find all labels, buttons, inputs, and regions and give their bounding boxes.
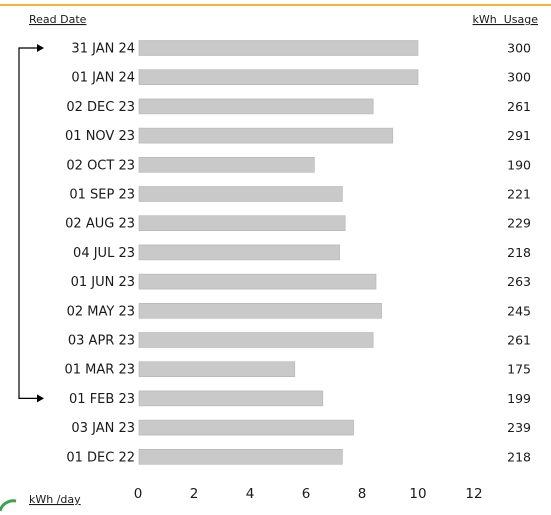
read-date-label: 01 JAN 24 [71, 71, 135, 86]
arrow-right-icon [37, 44, 44, 52]
bar-03-apr-23 [138, 332, 374, 348]
read-date-label: 02 MAY 23 [67, 304, 135, 319]
bar-02-dec-23 [138, 98, 374, 115]
kwh-usage-value: 263 [507, 274, 531, 289]
read-date-header: Read Date [29, 13, 87, 26]
read-date-label: 01 SEP 23 [69, 188, 135, 203]
read-date-label: 01 FEB 23 [69, 392, 135, 407]
kwh-usage-header: kWh Usage [473, 13, 539, 26]
read-date-label: 01 DEC 22 [66, 450, 135, 465]
bar-01-dec-22 [138, 448, 343, 465]
bar-01-jun-23 [138, 273, 377, 290]
bar-04-jul-23 [138, 244, 340, 261]
read-date-label: 03 JAN 23 [71, 421, 135, 436]
bar-02-aug-23 [138, 215, 346, 231]
kwh-usage-value: 229 [507, 216, 531, 231]
kwh-usage-value: 300 [507, 70, 531, 85]
read-date-label: 03 APR 23 [68, 334, 135, 349]
period-bracket [18, 44, 44, 403]
kwh-usage-value: 175 [507, 362, 531, 377]
x-tick-label: 4 [246, 486, 255, 502]
read-date-label: 01 NOV 23 [65, 129, 135, 144]
kwh-usage-value: 221 [507, 187, 531, 202]
x-tick-label: 2 [190, 486, 199, 502]
kwh-usage-value: 291 [507, 128, 531, 143]
bar-01-sep-23 [138, 186, 343, 202]
bar-03-jan-23 [138, 419, 354, 436]
bar-01-jan-24 [138, 69, 419, 85]
bar-01-nov-23 [138, 127, 394, 144]
read-date-label: 02 DEC 23 [66, 100, 135, 115]
read-date-label: 04 JUL 23 [73, 246, 135, 261]
bar-02-oct-23 [138, 157, 315, 173]
read-date-label: 01 MAR 23 [65, 363, 136, 378]
x-tick-label: 8 [358, 486, 367, 502]
kwh-usage-value: 245 [507, 303, 531, 318]
read-date-label: 02 AUG 23 [65, 217, 135, 232]
kwh-usage-value: 239 [507, 420, 531, 435]
date-labels-layer: 31 JAN 24 01 JAN 24 02 DEC 23 01 NOV 23 02 O… [65, 42, 136, 466]
read-date-label: 02 OCT 23 [66, 158, 135, 173]
kwh-usage-value: 190 [507, 157, 531, 172]
kwh-usage-value: 199 [507, 391, 531, 406]
bar-01-mar-23 [138, 361, 296, 378]
arrow-right-icon [37, 394, 44, 403]
x-axis-ticks: 0 2 4 6 8 10 12 [134, 486, 483, 502]
x-tick-label: 12 [465, 486, 482, 502]
kwh-usage-value: 261 [507, 333, 531, 348]
usage-values-layer: 300 300 261 291 190 221 229 218 263 245 261 175 199 2… [507, 41, 531, 465]
read-date-label: 01 JUN 23 [71, 275, 135, 290]
bar-31-jan-24 [138, 40, 419, 56]
kwh-usage-value: 261 [507, 99, 531, 114]
kwh-usage-value: 218 [507, 449, 531, 464]
read-date-label: 31 JAN 24 [71, 42, 135, 57]
bracket-line [18, 47, 38, 399]
kwh-usage-value: 300 [507, 41, 531, 56]
status-dot-icon [0, 499, 17, 512]
kwh-usage-value: 218 [507, 245, 531, 260]
x-tick-label: 6 [302, 486, 311, 502]
bars-layer [138, 40, 419, 465]
bar-02-may-23 [138, 302, 382, 319]
x-tick-label: 10 [409, 486, 426, 502]
x-tick-label: 0 [134, 486, 143, 502]
x-axis-label: kWh /day [29, 493, 81, 506]
bar-01-feb-23 [138, 390, 324, 407]
